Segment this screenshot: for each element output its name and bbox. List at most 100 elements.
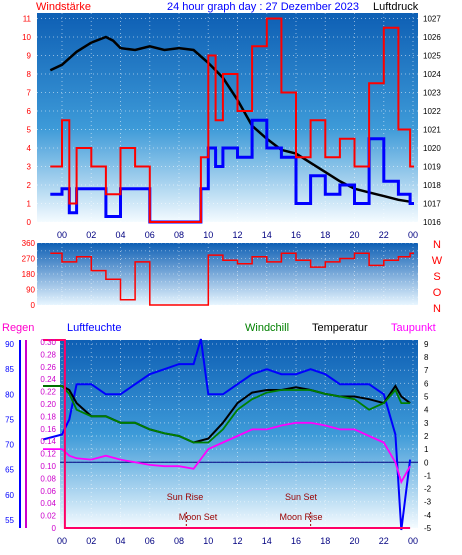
wind-tick-label: 2 bbox=[27, 181, 32, 190]
temp-tick-label: 4 bbox=[424, 406, 429, 415]
series-humidity bbox=[42, 338, 412, 531]
wind-tick-label: 5 bbox=[27, 126, 32, 135]
temp-tick-label: -3 bbox=[424, 498, 432, 507]
series-wind_avg bbox=[50, 118, 414, 224]
time-tick-label: 14 bbox=[262, 536, 272, 546]
humidity-tick-label: 55 bbox=[5, 516, 14, 525]
direction-tick-label: 360 bbox=[22, 239, 36, 248]
direction-tick-label: 0 bbox=[31, 301, 36, 310]
temp-tick-label: 0 bbox=[424, 458, 429, 467]
wind-tick-label: 8 bbox=[27, 70, 32, 79]
rain-tick-label: 0.06 bbox=[40, 487, 56, 496]
temp-tick-label: 5 bbox=[424, 393, 429, 402]
time-tick-label: 12 bbox=[232, 536, 242, 546]
humidity-tick-label: 60 bbox=[5, 491, 14, 500]
direction-tick-label: 180 bbox=[22, 270, 36, 279]
wind-direction-plot-area bbox=[37, 243, 418, 305]
pressure-tick-label: 1021 bbox=[423, 126, 441, 135]
legend-regen: Regen bbox=[2, 322, 34, 334]
rain-tick-label: 0.22 bbox=[40, 388, 56, 397]
pressure-tick-label: 1019 bbox=[423, 163, 441, 172]
temp-humidity-plot-area bbox=[60, 340, 418, 528]
rain-tick-label: 0.28 bbox=[40, 350, 56, 359]
temp-tick-label: -5 bbox=[424, 524, 432, 533]
pressure-tick-label: 1025 bbox=[423, 52, 441, 61]
wind-axis-ticks: 0 1 2 3 4 5 6 7 8 9 10 11 bbox=[22, 15, 31, 227]
wind-tick-label: 10 bbox=[22, 33, 31, 42]
wind-direction-ticks: 0 90 180 270 360 bbox=[22, 239, 36, 310]
legend-taupunkt: Taupunkt bbox=[391, 322, 436, 334]
temp-tick-label: -1 bbox=[424, 471, 432, 480]
series-rain bbox=[43, 339, 411, 529]
time-tick-label: 22 bbox=[379, 230, 389, 240]
compass-label: W bbox=[432, 255, 443, 267]
moon-rise-label: Moon Rise bbox=[279, 512, 322, 522]
humidity-tick-label: 85 bbox=[5, 365, 14, 374]
humidity-tick-label: 75 bbox=[5, 415, 14, 424]
humidity-tick-label: 90 bbox=[5, 340, 14, 349]
pressure-tick-label: 1022 bbox=[423, 107, 441, 116]
pressure-tick-label: 1020 bbox=[423, 144, 441, 153]
wind-axis-title: Windstärke bbox=[36, 1, 91, 13]
temp-tick-label: -4 bbox=[424, 511, 432, 520]
time-tick-label: 08 bbox=[174, 536, 184, 546]
time-tick-label: 04 bbox=[115, 536, 125, 546]
time-axis-ticks-bottom: 00 02 04 06 08 10 12 14 16 18 20 22 00 bbox=[57, 536, 418, 546]
humidity-tick-label: 70 bbox=[5, 441, 14, 450]
time-tick-label: 14 bbox=[262, 230, 272, 240]
wind-tick-label: 1 bbox=[27, 200, 32, 209]
rain-tick-label: 0.16 bbox=[40, 425, 56, 434]
series-windchill bbox=[43, 385, 411, 444]
time-tick-label: 06 bbox=[145, 230, 155, 240]
rain-tick-label: 0.12 bbox=[40, 450, 56, 459]
wind-tick-label: 3 bbox=[27, 163, 32, 172]
rain-tick-label: 0.14 bbox=[40, 437, 56, 446]
direction-tick-label: 270 bbox=[22, 255, 36, 264]
wind-tick-label: 7 bbox=[27, 89, 32, 98]
legend-luftfeuchte: Luftfeuchte bbox=[67, 322, 121, 334]
temp-tick-label: 1 bbox=[424, 445, 429, 454]
time-tick-label: 06 bbox=[145, 536, 155, 546]
series-dewpoint bbox=[43, 421, 411, 485]
temp-tick-label: 7 bbox=[424, 366, 429, 375]
legend-windchill: Windchill bbox=[245, 322, 289, 334]
rain-tick-label: 0.26 bbox=[40, 363, 56, 372]
time-axis-ticks-top: 00 02 04 06 08 10 12 14 16 18 20 22 00 bbox=[57, 230, 418, 240]
compass-label: S bbox=[433, 271, 440, 283]
time-tick-label: 20 bbox=[349, 536, 359, 546]
rain-tick-label: 0.10 bbox=[40, 462, 56, 471]
wind-tick-label: 0 bbox=[27, 218, 32, 227]
series-wind_gust bbox=[50, 17, 414, 223]
pressure-tick-label: 1016 bbox=[423, 218, 441, 227]
time-tick-label: 12 bbox=[232, 230, 242, 240]
wind-tick-label: 6 bbox=[27, 107, 32, 116]
rain-tick-label: 0.18 bbox=[40, 412, 56, 421]
pressure-tick-label: 1026 bbox=[423, 33, 441, 42]
pressure-axis-title: Luftdruck bbox=[373, 1, 419, 13]
temp-humidity-series bbox=[42, 338, 412, 531]
rain-tick-label: 0.04 bbox=[40, 499, 56, 508]
time-tick-label: 00 bbox=[57, 230, 67, 240]
legend-temperatur: Temperatur bbox=[312, 322, 368, 334]
time-tick-label: 22 bbox=[379, 536, 389, 546]
pressure-tick-label: 1023 bbox=[423, 89, 441, 98]
temp-humidity-ticks: 556065707580859000.020.040.060.080.100.1… bbox=[5, 338, 432, 533]
time-tick-label: 00 bbox=[408, 536, 418, 546]
rain-tick-label: 0.02 bbox=[40, 512, 56, 521]
direction-tick-label: 90 bbox=[26, 286, 35, 295]
rain-tick-label: 0.08 bbox=[40, 474, 56, 483]
time-tick-label: 10 bbox=[203, 230, 213, 240]
wind-direction-series bbox=[50, 252, 414, 306]
pressure-tick-label: 1017 bbox=[423, 200, 441, 209]
wind-tick-label: 9 bbox=[27, 52, 32, 61]
temp-tick-label: 8 bbox=[424, 353, 429, 362]
compass-label: N bbox=[433, 303, 441, 315]
sun-set-label: Sun Set bbox=[285, 492, 318, 502]
time-tick-label: 08 bbox=[174, 230, 184, 240]
temp-tick-label: 3 bbox=[424, 419, 429, 428]
temp-tick-label: -2 bbox=[424, 485, 432, 494]
time-tick-label: 00 bbox=[57, 536, 67, 546]
rain-tick-label: 0.30 bbox=[40, 338, 56, 347]
pressure-tick-label: 1018 bbox=[423, 181, 441, 190]
time-tick-label: 16 bbox=[291, 230, 301, 240]
